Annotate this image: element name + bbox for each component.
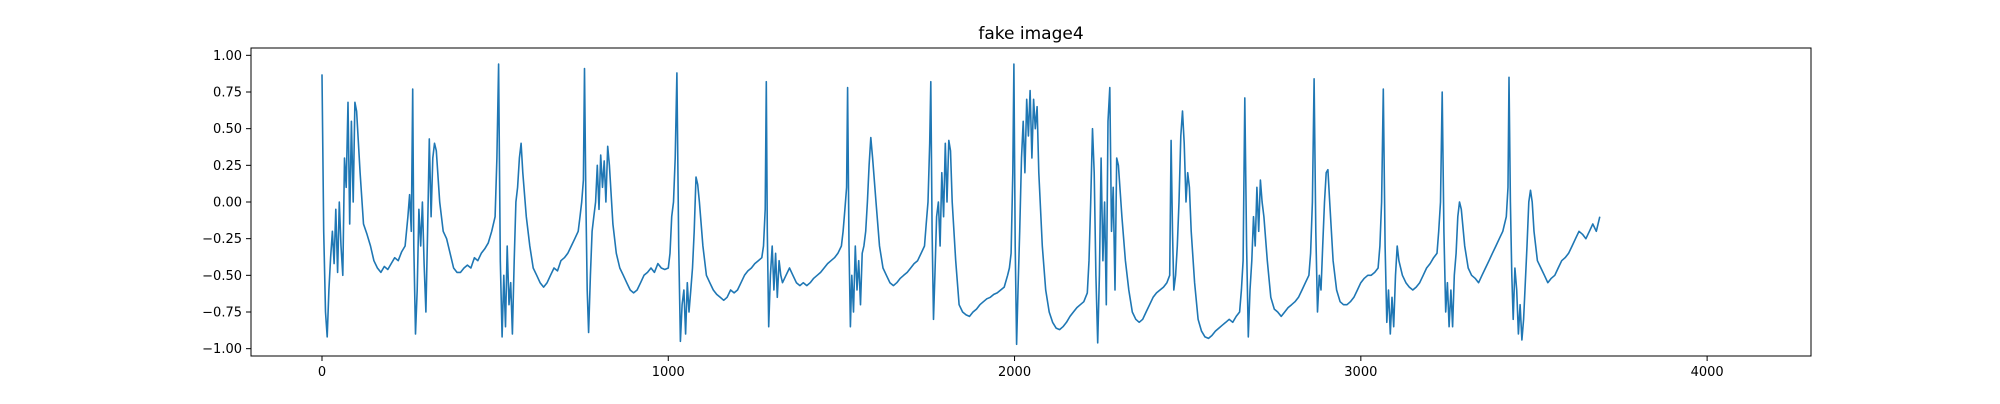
y-tick-label: 0.50 [213,122,242,137]
y-tick-label: −0.75 [202,306,242,321]
y-tick-label: 0.75 [213,86,242,101]
series-layer [321,63,1601,346]
series-line-0 [321,63,1601,346]
plot-frame [250,47,1812,357]
x-tick-label: 1000 [652,365,685,380]
axis-ticks: 0 1000 2000 3000 4000 −1.00 −0.75 −0.50 −0.25 0.0… [202,49,1724,380]
y-tick-label: 1.00 [213,49,242,64]
x-tick-label: 3000 [1344,365,1377,380]
x-tick-label: 4000 [1691,365,1724,380]
chart-title: fake image4 [978,24,1083,44]
y-tick-label: 0.25 [213,159,242,174]
x-tick-label: 0 [318,365,326,380]
y-tick-label: −0.50 [202,269,242,284]
y-tick-label: 0.00 [213,196,242,211]
x-tick-label: 2000 [998,365,1031,380]
y-tick-label: −1.00 [202,342,242,357]
y-tick-label: −0.25 [202,232,242,247]
